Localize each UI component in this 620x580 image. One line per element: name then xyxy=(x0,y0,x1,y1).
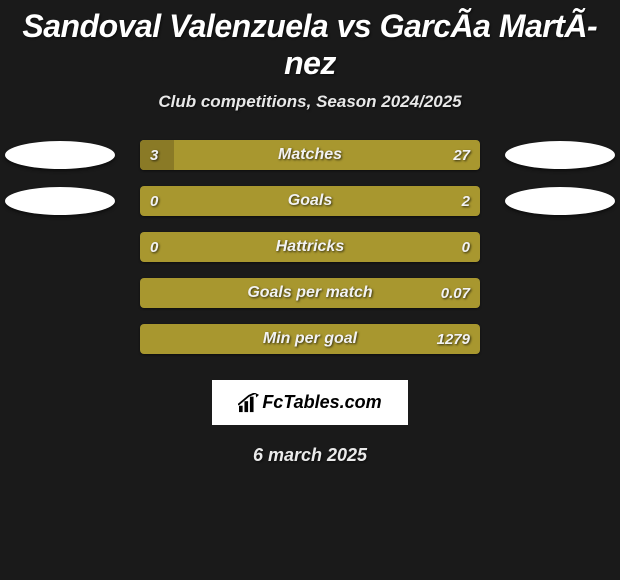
stats-card: Sandoval Valenzuela vs GarcÃ­a MartÃ­nez… xyxy=(0,0,620,466)
player-right-ellipse xyxy=(505,187,615,215)
brand-text: FcTables.com xyxy=(262,392,381,413)
stat-row: 327Matches xyxy=(0,140,620,170)
stat-row: 0.07Goals per match xyxy=(0,278,620,308)
stat-bar: 00Hattricks xyxy=(140,232,480,262)
stat-bar-bg xyxy=(140,232,480,262)
bar-chart-icon xyxy=(238,393,260,413)
stat-row: 00Hattricks xyxy=(0,232,620,262)
stat-bar-bg xyxy=(140,324,480,354)
stat-value-right: 2 xyxy=(462,186,470,216)
stat-value-right: 27 xyxy=(453,140,470,170)
brand-badge[interactable]: FcTables.com xyxy=(212,380,407,425)
page-title: Sandoval Valenzuela vs GarcÃ­a MartÃ­nez xyxy=(0,8,620,82)
stat-row: 1279Min per goal xyxy=(0,324,620,354)
stat-bar: 0.07Goals per match xyxy=(140,278,480,308)
stat-value-left: 0 xyxy=(150,232,158,262)
page-subtitle: Club competitions, Season 2024/2025 xyxy=(0,92,620,112)
player-left-ellipse xyxy=(5,187,115,215)
stat-bar-bg xyxy=(140,278,480,308)
stat-value-left: 0 xyxy=(150,186,158,216)
stat-value-right: 0 xyxy=(462,232,470,262)
date-text: 6 march 2025 xyxy=(0,445,620,466)
stat-value-left: 3 xyxy=(150,140,158,170)
player-left-ellipse xyxy=(5,141,115,169)
stat-rows: 327Matches02Goals00Hattricks0.07Goals pe… xyxy=(0,140,620,354)
stat-row: 02Goals xyxy=(0,186,620,216)
stat-value-right: 0.07 xyxy=(441,278,470,308)
stat-bar: 327Matches xyxy=(140,140,480,170)
stat-value-right: 1279 xyxy=(437,324,470,354)
player-right-ellipse xyxy=(505,141,615,169)
stat-bar-bg xyxy=(140,186,480,216)
stat-bar-bg xyxy=(140,140,480,170)
stat-bar: 02Goals xyxy=(140,186,480,216)
stat-bar: 1279Min per goal xyxy=(140,324,480,354)
